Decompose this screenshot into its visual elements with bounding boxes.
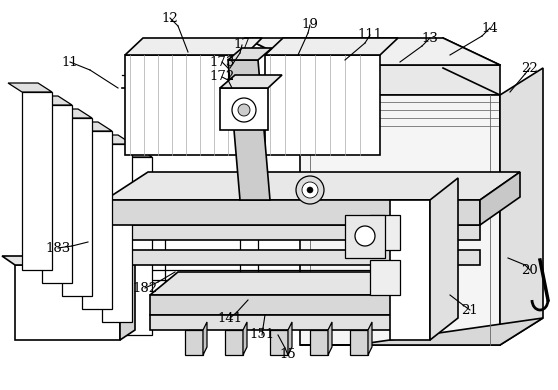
Polygon shape: [15, 265, 120, 340]
Polygon shape: [368, 322, 372, 355]
Polygon shape: [120, 256, 135, 340]
Polygon shape: [8, 83, 52, 92]
Polygon shape: [88, 135, 132, 144]
Polygon shape: [265, 38, 398, 55]
Polygon shape: [300, 318, 543, 345]
Polygon shape: [105, 250, 480, 265]
Text: 172: 172: [209, 71, 234, 83]
Polygon shape: [203, 322, 207, 355]
Polygon shape: [220, 88, 268, 130]
Polygon shape: [150, 295, 430, 315]
Text: 14: 14: [482, 21, 498, 34]
Text: 173: 173: [209, 55, 235, 69]
Polygon shape: [370, 260, 400, 295]
Text: 182: 182: [132, 282, 157, 294]
Text: 141: 141: [218, 312, 243, 324]
Circle shape: [296, 176, 324, 204]
Polygon shape: [345, 215, 385, 258]
Text: 19: 19: [301, 18, 319, 32]
Polygon shape: [265, 55, 380, 155]
Polygon shape: [22, 92, 52, 270]
Polygon shape: [2, 256, 120, 265]
Polygon shape: [225, 330, 243, 355]
Polygon shape: [185, 330, 203, 355]
Text: 12: 12: [162, 11, 179, 25]
Polygon shape: [82, 131, 112, 309]
Text: 151: 151: [249, 328, 275, 342]
Text: 21: 21: [461, 303, 478, 317]
Polygon shape: [288, 322, 292, 355]
Text: 111: 111: [358, 28, 383, 41]
Polygon shape: [310, 330, 328, 355]
Polygon shape: [68, 122, 112, 131]
Polygon shape: [228, 60, 270, 200]
Circle shape: [302, 182, 318, 198]
Circle shape: [232, 98, 256, 122]
Polygon shape: [108, 148, 152, 157]
Polygon shape: [150, 315, 430, 330]
Polygon shape: [300, 95, 500, 345]
Polygon shape: [228, 48, 272, 60]
Polygon shape: [42, 105, 72, 283]
Text: 22: 22: [522, 62, 538, 74]
Polygon shape: [270, 330, 288, 355]
Polygon shape: [105, 200, 480, 225]
Polygon shape: [245, 38, 500, 65]
Circle shape: [238, 104, 250, 116]
Text: 183: 183: [45, 241, 71, 255]
Polygon shape: [105, 172, 520, 200]
Polygon shape: [370, 215, 400, 250]
Polygon shape: [62, 118, 92, 296]
Text: 15: 15: [280, 349, 296, 362]
Text: 20: 20: [522, 264, 538, 277]
Polygon shape: [390, 200, 430, 340]
Polygon shape: [122, 157, 152, 335]
Text: 11: 11: [61, 55, 78, 69]
Polygon shape: [125, 55, 245, 155]
Polygon shape: [500, 68, 543, 345]
Polygon shape: [430, 178, 458, 340]
Circle shape: [307, 187, 313, 193]
Circle shape: [355, 226, 375, 246]
Text: 17: 17: [234, 39, 251, 51]
Polygon shape: [102, 144, 132, 322]
Polygon shape: [300, 65, 500, 95]
Polygon shape: [480, 172, 520, 225]
Polygon shape: [150, 272, 455, 295]
Polygon shape: [220, 75, 282, 88]
Polygon shape: [243, 322, 247, 355]
Polygon shape: [48, 109, 92, 118]
Polygon shape: [125, 38, 262, 55]
Polygon shape: [328, 322, 332, 355]
Text: 13: 13: [421, 32, 439, 44]
Polygon shape: [28, 96, 72, 105]
Polygon shape: [350, 330, 368, 355]
Polygon shape: [105, 225, 480, 240]
